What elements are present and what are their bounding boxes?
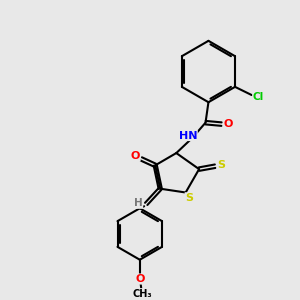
Text: O: O bbox=[135, 274, 145, 284]
Text: S: S bbox=[217, 160, 225, 170]
Text: HN: HN bbox=[179, 130, 197, 140]
Text: H: H bbox=[134, 198, 143, 208]
Text: O: O bbox=[223, 119, 233, 129]
Text: O: O bbox=[131, 151, 140, 161]
Text: S: S bbox=[185, 193, 193, 203]
Text: CH₃: CH₃ bbox=[132, 289, 152, 298]
Text: Cl: Cl bbox=[253, 92, 264, 102]
